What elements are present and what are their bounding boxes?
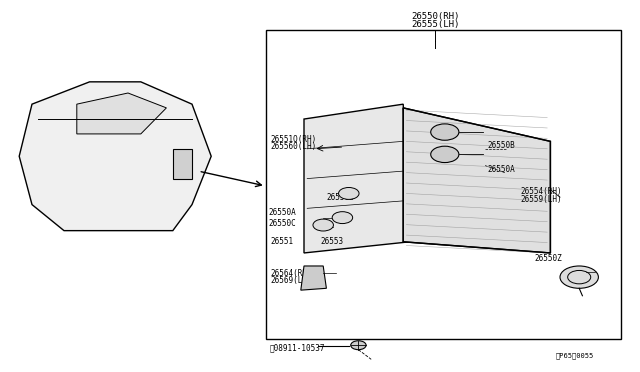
Circle shape: [431, 124, 459, 140]
Text: 265560(LH): 265560(LH): [271, 142, 317, 151]
Bar: [266, 30, 621, 339]
Polygon shape: [19, 82, 211, 231]
Polygon shape: [77, 93, 166, 134]
Text: 26550A: 26550A: [269, 208, 296, 217]
Text: 26555(LH): 26555(LH): [411, 20, 460, 29]
Text: 26550Z: 26550Z: [534, 254, 562, 263]
Text: 26551Q(RH): 26551Q(RH): [271, 135, 317, 144]
Text: 26550B: 26550B: [488, 141, 515, 150]
Text: 26550C: 26550C: [269, 219, 296, 228]
Text: 26554(RH): 26554(RH): [520, 187, 562, 196]
Polygon shape: [301, 266, 326, 290]
Circle shape: [351, 341, 366, 350]
Circle shape: [332, 212, 353, 224]
Text: 26550B: 26550B: [326, 193, 354, 202]
Text: 26569(LH): 26569(LH): [271, 276, 312, 285]
Circle shape: [431, 146, 459, 163]
Text: 26550A: 26550A: [488, 165, 515, 174]
Text: 26550(RH): 26550(RH): [411, 12, 460, 21]
Text: 26553: 26553: [320, 237, 343, 246]
Polygon shape: [403, 108, 550, 253]
Circle shape: [560, 266, 598, 288]
Polygon shape: [173, 149, 192, 179]
Circle shape: [313, 219, 333, 231]
Text: 26551: 26551: [271, 237, 294, 246]
Text: ᴀP65⁄0055: ᴀP65⁄0055: [556, 352, 594, 359]
Text: 26559(LH): 26559(LH): [520, 195, 562, 203]
Circle shape: [339, 187, 359, 199]
Text: 26564(RH): 26564(RH): [271, 269, 312, 278]
Polygon shape: [304, 104, 410, 253]
Text: ⓝ08911-10537: ⓝ08911-10537: [270, 343, 326, 352]
